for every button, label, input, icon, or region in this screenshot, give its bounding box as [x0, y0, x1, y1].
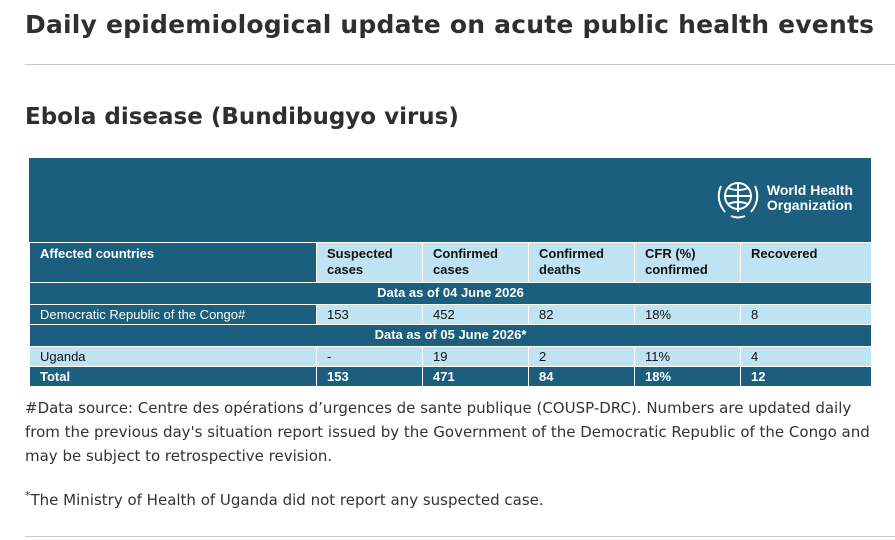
- value-cell: -: [316, 346, 423, 367]
- country-cell: Uganda: [29, 346, 317, 367]
- table-banner: World Health Organization: [29, 158, 871, 242]
- group-row: Data as of 04 June 2026: [29, 282, 872, 305]
- value-cell: 2: [528, 346, 635, 367]
- total-cell: 84: [528, 366, 635, 387]
- logo-text: Organization: [766, 197, 853, 213]
- column-header: Confirmed cases: [422, 242, 529, 283]
- value-cell: 452: [422, 304, 529, 325]
- total-cell: 18%: [634, 366, 741, 387]
- footnote-text: The Ministry of Health of Uganda did not…: [30, 491, 544, 509]
- footnote-mark: *: [25, 489, 31, 502]
- total-cell: 471: [422, 366, 529, 387]
- total-label: Total: [29, 366, 317, 387]
- group-row: Data as of 05 June 2026*: [29, 324, 872, 347]
- value-cell: 82: [528, 304, 635, 325]
- value-cell: 153: [316, 304, 423, 325]
- value-cell: 19: [422, 346, 529, 367]
- data-row: Uganda -19 2 11% 4: [29, 346, 872, 367]
- value-cell: 4: [740, 346, 872, 367]
- total-cell: 153: [316, 366, 423, 387]
- case-table: World Health Organization Affected count…: [29, 158, 872, 387]
- footnote: #Data source: Centre des opérations d’ur…: [25, 399, 870, 465]
- table-body: Affected countries Suspected cases Confirm…: [29, 242, 872, 387]
- value-cell: 8: [740, 304, 872, 325]
- value-cell: 18%: [634, 304, 741, 325]
- total-row: Total 153 471 84 18% 12: [29, 366, 872, 387]
- country-cell: Democratic Republic of the Congo#: [29, 304, 317, 325]
- total-cell: 12: [740, 366, 872, 387]
- column-header: Affected countries: [29, 242, 317, 283]
- value-cell: 11%: [634, 346, 741, 367]
- page-title: Daily epidemiological update on acute pu…: [25, 10, 875, 39]
- data-row: Democratic Republic of the Congo# 153 452 8…: [29, 304, 872, 325]
- column-header: Suspected cases: [316, 242, 423, 283]
- footnote: *The Ministry of Health of Uganda did no…: [25, 484, 885, 512]
- header-row: Affected countries Suspected cases Confirm…: [29, 242, 872, 283]
- column-header: CFR (%) confirmed: [634, 242, 741, 283]
- logo-text: World Health: [766, 182, 853, 198]
- divider: [25, 536, 895, 537]
- data-table: Affected countries Suspected cases Confirm…: [29, 242, 872, 387]
- column-header: Recovered: [740, 242, 872, 283]
- divider: [25, 64, 895, 65]
- who-emblem: [717, 182, 759, 219]
- column-header: Confirmed deaths: [528, 242, 635, 283]
- section-title: Ebola disease (Bundibugyo virus): [25, 104, 459, 130]
- group-label: Data as of 05 June 2026*: [29, 324, 872, 347]
- group-label: Data as of 04 June 2026: [29, 282, 872, 305]
- who-logo: World Health Organization: [713, 176, 853, 220]
